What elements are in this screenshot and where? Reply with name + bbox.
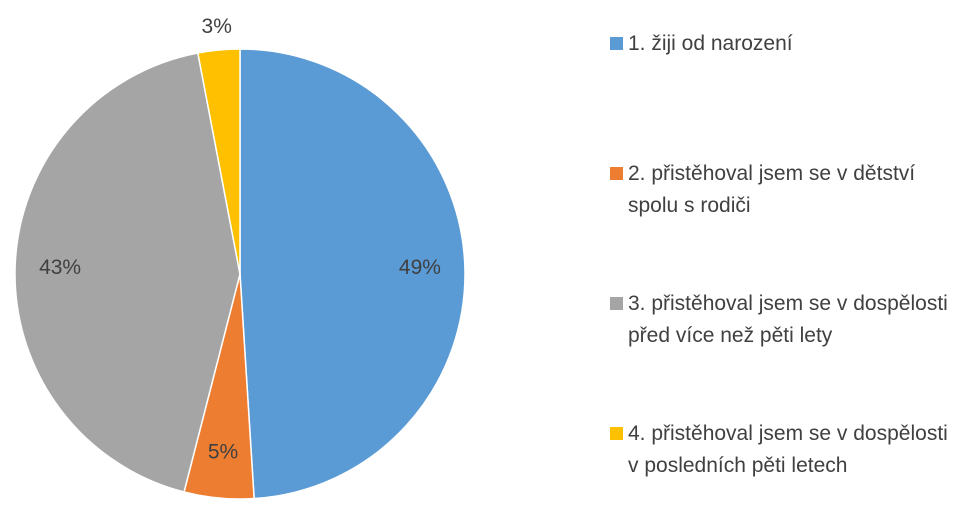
legend-swatch [610,297,623,310]
data-label: 49% [399,256,441,279]
data-label: 43% [39,256,81,279]
data-label: 5% [208,441,238,464]
legend-label: 4. přistěhoval jsem se v dospělosti v po… [628,422,948,477]
legend-label: 2. přistěhoval jsem se v dětství spolu s… [628,162,916,217]
legend-swatch [610,427,623,440]
legend-item: 1. žiji od narození [610,28,955,60]
legend-swatch [610,167,623,180]
pie-slice [196,48,241,275]
data-label: 3% [202,15,232,38]
legend-item: 4. přistěhoval jsem se v dospělosti v po… [610,418,955,482]
pie-slice [14,52,241,493]
pie-slice [239,48,466,500]
legend-swatch [610,37,623,50]
legend-item: 3. přistěhoval jsem se v dospělosti před… [610,288,955,352]
legend-item: 2. přistěhoval jsem se v dětství spolu s… [610,158,955,222]
legend-label: 1. žiji od narození [628,32,793,55]
legend-label: 3. přistěhoval jsem se v dospělosti před… [628,292,948,347]
